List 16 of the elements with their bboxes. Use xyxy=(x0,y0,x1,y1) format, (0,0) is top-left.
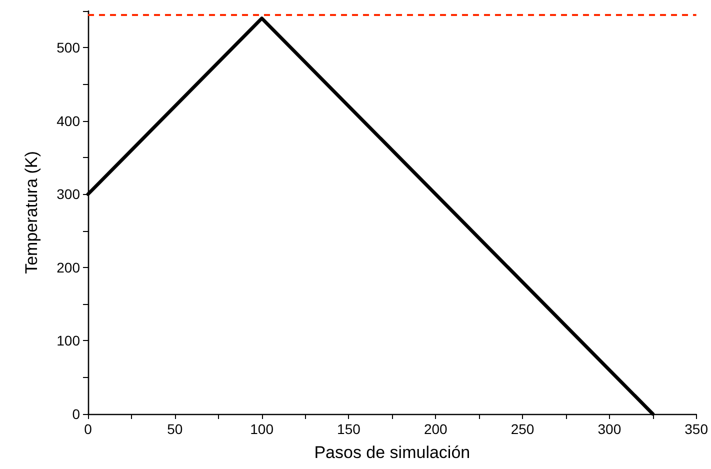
x-tick-label: 200 xyxy=(424,421,448,437)
x-tick-label: 50 xyxy=(167,421,183,437)
x-tick-label: 300 xyxy=(598,421,622,437)
y-tick-label: 200 xyxy=(56,259,80,276)
y-tick-label: 400 xyxy=(56,112,80,129)
x-tick-label: 0 xyxy=(84,421,92,437)
y-tick-label: 0 xyxy=(72,406,80,422)
x-tick-label: 250 xyxy=(510,421,534,437)
x-tick-label: 350 xyxy=(684,421,708,437)
x-tick-label: 150 xyxy=(337,421,361,437)
y-tick-label: 100 xyxy=(56,332,80,349)
x-tick-label: 100 xyxy=(250,421,274,437)
y-tick-label: 300 xyxy=(56,186,80,202)
x-axis-title: Pasos de simulación xyxy=(314,443,470,462)
y-tick-label: 500 xyxy=(56,40,80,56)
y-axis-title: Temperatura (K) xyxy=(22,151,41,274)
